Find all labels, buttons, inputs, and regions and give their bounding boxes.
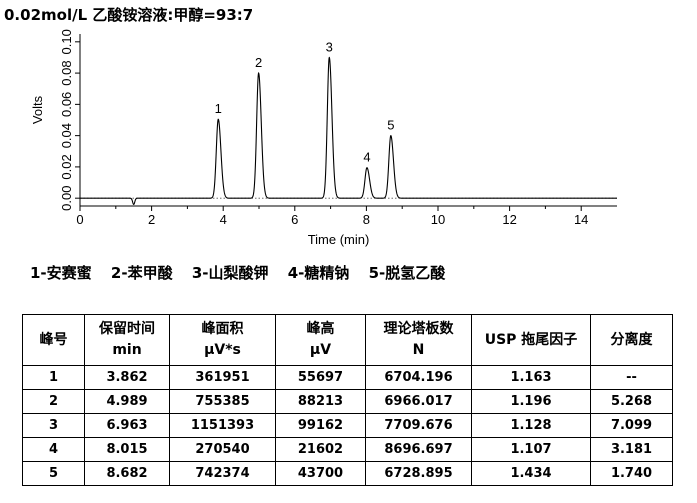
y-tick-label: 0.04 — [59, 123, 74, 148]
cell-tailing: 1.196 — [471, 389, 591, 414]
peak-label-1: 1 — [215, 101, 222, 116]
table-row: 4 8.015 270540 21602 8696.697 1.107 3.18… — [22, 437, 673, 462]
peak-label-3: 3 — [326, 39, 333, 54]
cell-retention-time: 6.963 — [84, 413, 170, 438]
x-tick-label: 12 — [502, 212, 516, 227]
y-axis-label: Volts — [30, 95, 45, 124]
chart-title: 0.02mol/L 乙酸铵溶液:甲醇=93:7 — [4, 6, 254, 24]
cell-tailing: 1.128 — [471, 413, 591, 438]
peak-label-2: 2 — [255, 55, 262, 70]
results-table: 峰号 保留时间 min 峰面积 μV*s 峰高 μV 理论塔板数 N USP 拖尾因子 … — [22, 314, 673, 486]
x-tick-label: 8 — [363, 212, 370, 227]
x-tick-label: 2 — [148, 212, 155, 227]
table-row: 2 4.989 755385 88213 6966.017 1.196 5.26… — [22, 389, 673, 414]
cell-plates: 8696.697 — [365, 437, 472, 462]
cell-peak-area: 742374 — [169, 461, 276, 486]
y-tick-label: 0.00 — [59, 186, 74, 211]
cell-retention-time: 3.862 — [84, 365, 170, 390]
chromatogram-chart: 0 2 4 6 8 10 12 140.000.020.040.060.080.10Time … — [30, 29, 617, 247]
legend-item-2: 2-苯甲酸 — [110, 264, 173, 282]
cell-tailing: 1.434 — [471, 461, 591, 486]
y-tick-label: 0.08 — [59, 60, 74, 85]
cell-peak-area: 270540 — [169, 437, 276, 462]
cell-resolution: 1.740 — [590, 461, 673, 486]
cell-peak-height: 99162 — [275, 413, 366, 438]
cell-peak-area: 361951 — [169, 365, 276, 390]
cell-retention-time: 4.989 — [84, 389, 170, 414]
cell-resolution: 5.268 — [590, 389, 673, 414]
cell-peak-height: 43700 — [275, 461, 366, 486]
cell-peak-height: 55697 — [275, 365, 366, 390]
cell-retention-time: 8.682 — [84, 461, 170, 486]
header-peak-area: 峰面积 μV*s — [169, 314, 276, 366]
cell-peak-area: 1151393 — [169, 413, 276, 438]
cell-peak-height: 88213 — [275, 389, 366, 414]
cell-resolution: 3.181 — [590, 437, 673, 462]
x-tick-label: 6 — [291, 212, 298, 227]
cell-resolution: 7.099 — [590, 413, 673, 438]
legend-item-5: 5-脱氢乙酸 — [368, 264, 446, 282]
table-header-row: 峰号 保留时间 min 峰面积 μV*s 峰高 μV 理论塔板数 N USP 拖尾因子 … — [22, 314, 673, 366]
cell-peak-no: 5 — [22, 461, 85, 486]
legend-item-3: 3-山梨酸钾 — [191, 264, 269, 282]
x-tick-label: 14 — [574, 212, 588, 227]
cell-resolution: -- — [590, 365, 673, 390]
x-tick-label: 4 — [220, 212, 227, 227]
x-tick-label: 0 — [76, 212, 83, 227]
table-row: 3 6.963 1151393 99162 7709.676 1.128 7.0… — [22, 413, 673, 438]
cell-tailing: 1.107 — [471, 437, 591, 462]
cell-peak-area: 755385 — [169, 389, 276, 414]
cell-plates: 6966.017 — [365, 389, 472, 414]
x-axis-label: Time (min) — [308, 232, 370, 247]
cell-peak-no: 4 — [22, 437, 85, 462]
peak-label-5: 5 — [387, 118, 394, 133]
header-resolution: 分离度 — [590, 314, 673, 366]
header-peak-no: 峰号 — [22, 314, 85, 366]
peak-label-4: 4 — [363, 150, 370, 165]
y-tick-label: 0.06 — [59, 92, 74, 117]
y-tick-label: 0.10 — [59, 29, 74, 54]
x-tick-label: 10 — [431, 212, 445, 227]
cell-plates: 6728.895 — [365, 461, 472, 486]
cell-tailing: 1.163 — [471, 365, 591, 390]
table-row: 1 3.862 361951 55697 6704.196 1.163 -- — [22, 365, 673, 390]
legend-item-4: 4-糖精钠 — [287, 264, 350, 282]
cell-peak-no: 3 — [22, 413, 85, 438]
cell-retention-time: 8.015 — [84, 437, 170, 462]
table-row: 5 8.682 742374 43700 6728.895 1.434 1.74… — [22, 461, 673, 486]
cell-plates: 6704.196 — [365, 365, 472, 390]
cell-peak-no: 1 — [22, 365, 85, 390]
peak-legend: 1-安赛蜜 2-苯甲酸 3-山梨酸钾 4-糖精钠 5-脱氢乙酸 — [30, 262, 459, 283]
header-peak-height: 峰高 μV — [275, 314, 366, 366]
cell-plates: 7709.676 — [365, 413, 472, 438]
cell-peak-no: 2 — [22, 389, 85, 414]
signal-trace — [80, 56, 617, 206]
legend-item-1: 1-安赛蜜 — [30, 264, 92, 282]
y-tick-label: 0.02 — [59, 154, 74, 179]
header-plates: 理论塔板数 N — [365, 314, 472, 366]
cell-peak-height: 21602 — [275, 437, 366, 462]
header-tailing: USP 拖尾因子 — [471, 314, 591, 366]
header-retention-time: 保留时间 min — [84, 314, 170, 366]
